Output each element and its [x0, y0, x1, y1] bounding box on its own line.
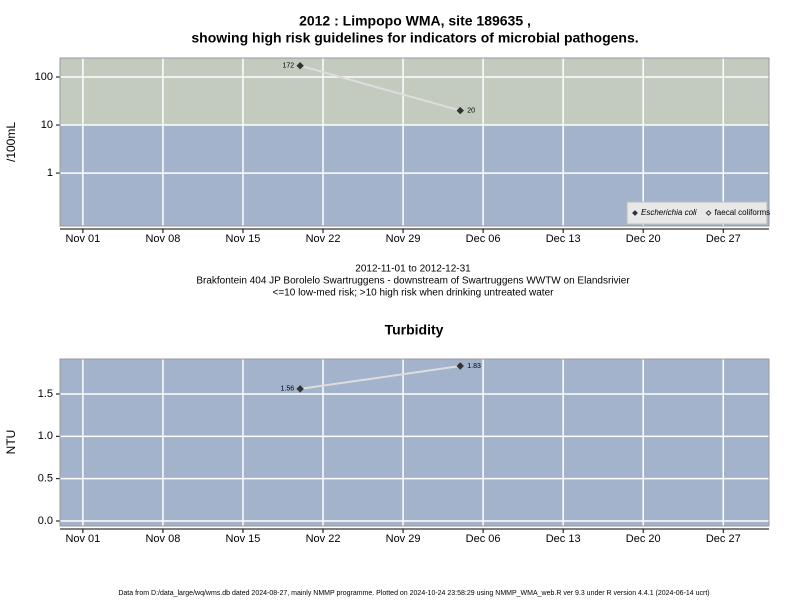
legend-box — [626, 201, 768, 225]
x-tick-label: Nov 08 — [145, 233, 180, 245]
x-tick-label: Dec 13 — [546, 533, 581, 545]
high-risk-zone — [60, 58, 769, 126]
plot-frame — [59, 358, 770, 527]
x-tick-label: Dec 13 — [546, 233, 581, 245]
x-tick-label: Nov 29 — [386, 533, 421, 545]
x-tick-label: Dec 06 — [466, 533, 501, 545]
chart-title: Turbidity — [385, 322, 444, 338]
subtitle: Brakfontein 404 JP Borolelo Swartruggens… — [196, 276, 630, 287]
x-tick-label: Dec 20 — [626, 233, 661, 245]
data-point — [456, 106, 464, 115]
x-tick-label: Nov 22 — [306, 533, 341, 545]
x-tick-label: Nov 22 — [306, 233, 341, 245]
legend-marker — [632, 210, 638, 216]
plot-background — [60, 359, 769, 526]
y-tick-label: 0.0 — [38, 515, 53, 527]
x-tick-label: Nov 15 — [226, 533, 261, 545]
y-tick-label: 1 — [47, 167, 53, 179]
y-tick-label: 10 — [41, 119, 53, 131]
y-axis-label: /100mL — [4, 122, 18, 162]
series-line — [300, 365, 461, 390]
y-tick-label: 1.5 — [38, 388, 53, 400]
y-tick-label: 1.0 — [38, 430, 53, 442]
x-tick-label: Nov 15 — [226, 233, 261, 245]
x-tick-label: Dec 27 — [706, 233, 741, 245]
subtitle: 2012-11-01 to 2012-12-31 — [355, 264, 471, 275]
x-tick-label: Dec 06 — [466, 233, 501, 245]
title: showing high risk guidelines for indicat… — [191, 30, 638, 46]
y-axis-label: NTU — [4, 430, 18, 455]
data-label: 1.56 — [281, 386, 295, 393]
x-tick-label: Nov 29 — [386, 233, 421, 245]
subtitle: <=10 low-med risk; >10 high risk when dr… — [273, 288, 555, 299]
x-tick-label: Dec 20 — [626, 533, 661, 545]
data-label: 20 — [467, 107, 475, 114]
y-tick-label: 0.5 — [38, 473, 53, 485]
legend-label: faecal coliforms — [715, 208, 771, 217]
y-tick-label: 100 — [35, 71, 53, 83]
x-tick-label: Nov 08 — [145, 533, 180, 545]
legend-marker — [705, 210, 712, 216]
data-point — [456, 362, 464, 370]
data-point — [296, 62, 304, 70]
x-tick-label: Dec 27 — [706, 533, 741, 545]
footer: Data from D:/data_large/wq/wms.db dated … — [118, 590, 709, 597]
x-tick-label: Nov 01 — [65, 533, 100, 545]
legend-label: Escherichia coli — [641, 208, 697, 217]
data-label: 172 — [282, 63, 294, 70]
series-line — [299, 64, 461, 112]
x-tick-label: Nov 01 — [65, 233, 100, 245]
title: 2012 : Limpopo WMA, site 189635 , — [299, 13, 531, 29]
plot-frame — [59, 57, 770, 227]
data-point — [296, 385, 304, 393]
data-label: 1.83 — [467, 363, 481, 370]
